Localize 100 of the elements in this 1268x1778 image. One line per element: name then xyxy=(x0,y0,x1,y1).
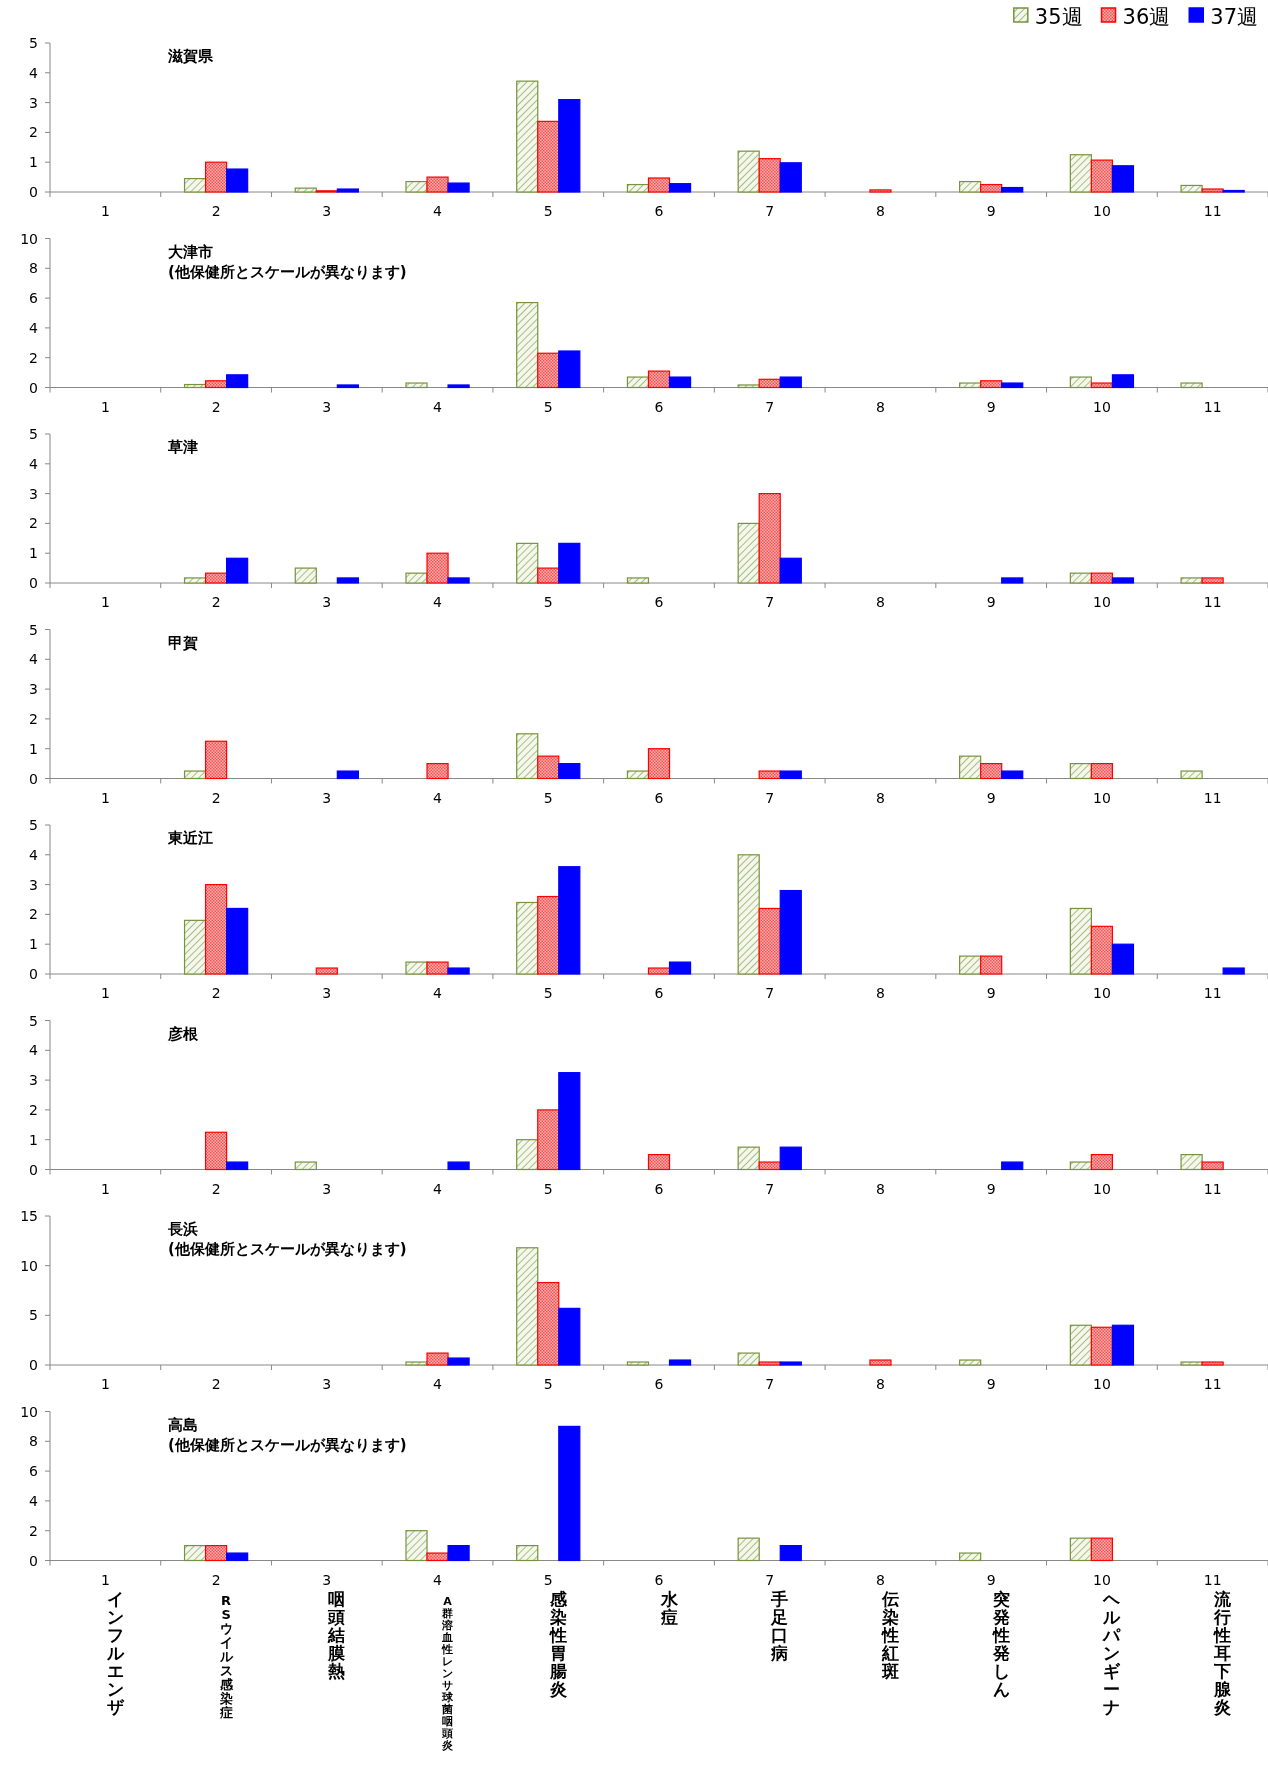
bar xyxy=(1201,577,1224,584)
bar xyxy=(204,1131,228,1171)
bar xyxy=(447,384,470,389)
bar xyxy=(980,955,1003,975)
x-tick-label: 1 xyxy=(100,1376,110,1392)
bar xyxy=(758,1361,781,1366)
bar xyxy=(1180,382,1203,389)
x-tick-label: 9 xyxy=(986,203,996,219)
x-tick-label: 2 xyxy=(211,398,221,415)
x-tick-label: 4 xyxy=(433,985,443,1001)
bar xyxy=(405,382,428,389)
text: 突発性発しん xyxy=(991,1588,1010,1699)
y-tick-label: 2 xyxy=(29,124,38,141)
x-tick-label: 10 xyxy=(1092,398,1111,415)
chart-title: 大津市 xyxy=(168,242,213,261)
x-tick-label: 3 xyxy=(322,1376,332,1392)
x-tick-label: 6 xyxy=(654,203,664,219)
bar xyxy=(1069,1161,1092,1171)
x-tick-label: 10 xyxy=(1092,1571,1111,1588)
x-tick-label: 11 xyxy=(1203,594,1222,610)
bar xyxy=(1201,1161,1224,1171)
bar xyxy=(779,557,802,584)
x-tick-label: 9 xyxy=(986,1376,996,1392)
bar xyxy=(558,763,581,780)
text: 感染性胃腸炎 xyxy=(548,1588,568,1699)
bar xyxy=(1201,1361,1224,1366)
x-tick-label: 8 xyxy=(875,1376,885,1392)
y-tick-label: 8 xyxy=(29,1433,38,1450)
x-tick-label: 2 xyxy=(211,1571,221,1588)
bar xyxy=(668,961,692,975)
y-tick-label: 0 xyxy=(29,1161,38,1178)
y-tick-label: 4 xyxy=(29,64,39,81)
y-tick-label: 4 xyxy=(29,319,39,336)
bar xyxy=(405,961,428,975)
bar xyxy=(1090,1537,1114,1562)
bar xyxy=(426,1352,449,1366)
bar xyxy=(447,1161,470,1171)
x-tick-label: 9 xyxy=(986,594,996,610)
x-tick-label: 8 xyxy=(875,594,885,610)
x-tick-label: 5 xyxy=(543,594,553,610)
bar xyxy=(226,1161,249,1171)
x-tick-label: 5 xyxy=(543,1180,553,1197)
y-tick-label: 2 xyxy=(29,1522,38,1539)
x-tick-label: 5 xyxy=(543,1376,553,1392)
bar xyxy=(183,577,207,584)
x-tick-label: 3 xyxy=(322,1571,332,1588)
bar xyxy=(1001,770,1024,780)
y-tick-label: 8 xyxy=(29,260,38,277)
bar xyxy=(426,552,449,584)
y-tick-label: 2 xyxy=(29,1101,38,1118)
x-tick-label: 9 xyxy=(986,398,996,415)
bar xyxy=(405,572,428,584)
bar xyxy=(183,177,207,193)
chart-title: 草津 xyxy=(167,438,198,456)
bar xyxy=(980,380,1003,389)
x-tick-label: 11 xyxy=(1203,985,1222,1001)
bar xyxy=(447,967,470,975)
y-tick-label: 5 xyxy=(29,35,38,51)
x-tick-label: 2 xyxy=(211,1376,221,1392)
bar xyxy=(959,1552,982,1562)
x-tick-label: 5 xyxy=(543,1571,553,1588)
bar xyxy=(959,1359,982,1366)
bar xyxy=(959,755,982,780)
y-tick-label: 4 xyxy=(29,1492,39,1509)
y-tick-label: 1 xyxy=(29,936,38,953)
x-tick-label: 2 xyxy=(211,985,221,1001)
text: RSウイルス感染症 xyxy=(219,1592,233,1720)
y-tick-label: 10 xyxy=(20,1403,38,1420)
bar xyxy=(779,889,802,975)
bar xyxy=(516,733,539,780)
y-tick-label: 6 xyxy=(29,1463,39,1480)
chart-title: 長浜 xyxy=(167,1220,198,1238)
bar xyxy=(647,748,671,780)
bar xyxy=(204,884,228,975)
y-tick-label: 4 xyxy=(29,455,39,472)
bar xyxy=(315,967,338,975)
bar xyxy=(1001,577,1024,584)
x-tick-label: 1 xyxy=(100,203,110,219)
x-tick-label: 7 xyxy=(765,203,775,219)
bar xyxy=(226,1552,249,1562)
bar xyxy=(1069,1324,1092,1366)
x-tick-label: 7 xyxy=(765,398,775,415)
bar xyxy=(1180,1154,1203,1171)
bar xyxy=(204,161,228,193)
legend-label: 37週 xyxy=(1210,5,1258,29)
bar xyxy=(779,1146,802,1171)
bar xyxy=(647,1154,671,1171)
bar xyxy=(558,350,581,389)
x-tick-label: 11 xyxy=(1203,789,1222,806)
chart-title: 高島 xyxy=(168,1415,198,1434)
bar xyxy=(758,1161,781,1171)
x-tick-label: 11 xyxy=(1203,398,1222,415)
x-tick-label: 4 xyxy=(433,203,443,219)
x-tick-label: 11 xyxy=(1203,203,1222,219)
text: (他保健所とスケールが異なります) xyxy=(168,1240,407,1258)
bar xyxy=(516,542,539,584)
bar xyxy=(1090,382,1114,389)
bar xyxy=(1090,763,1114,780)
bar xyxy=(426,176,449,193)
x-tick-label: 9 xyxy=(986,1571,996,1588)
